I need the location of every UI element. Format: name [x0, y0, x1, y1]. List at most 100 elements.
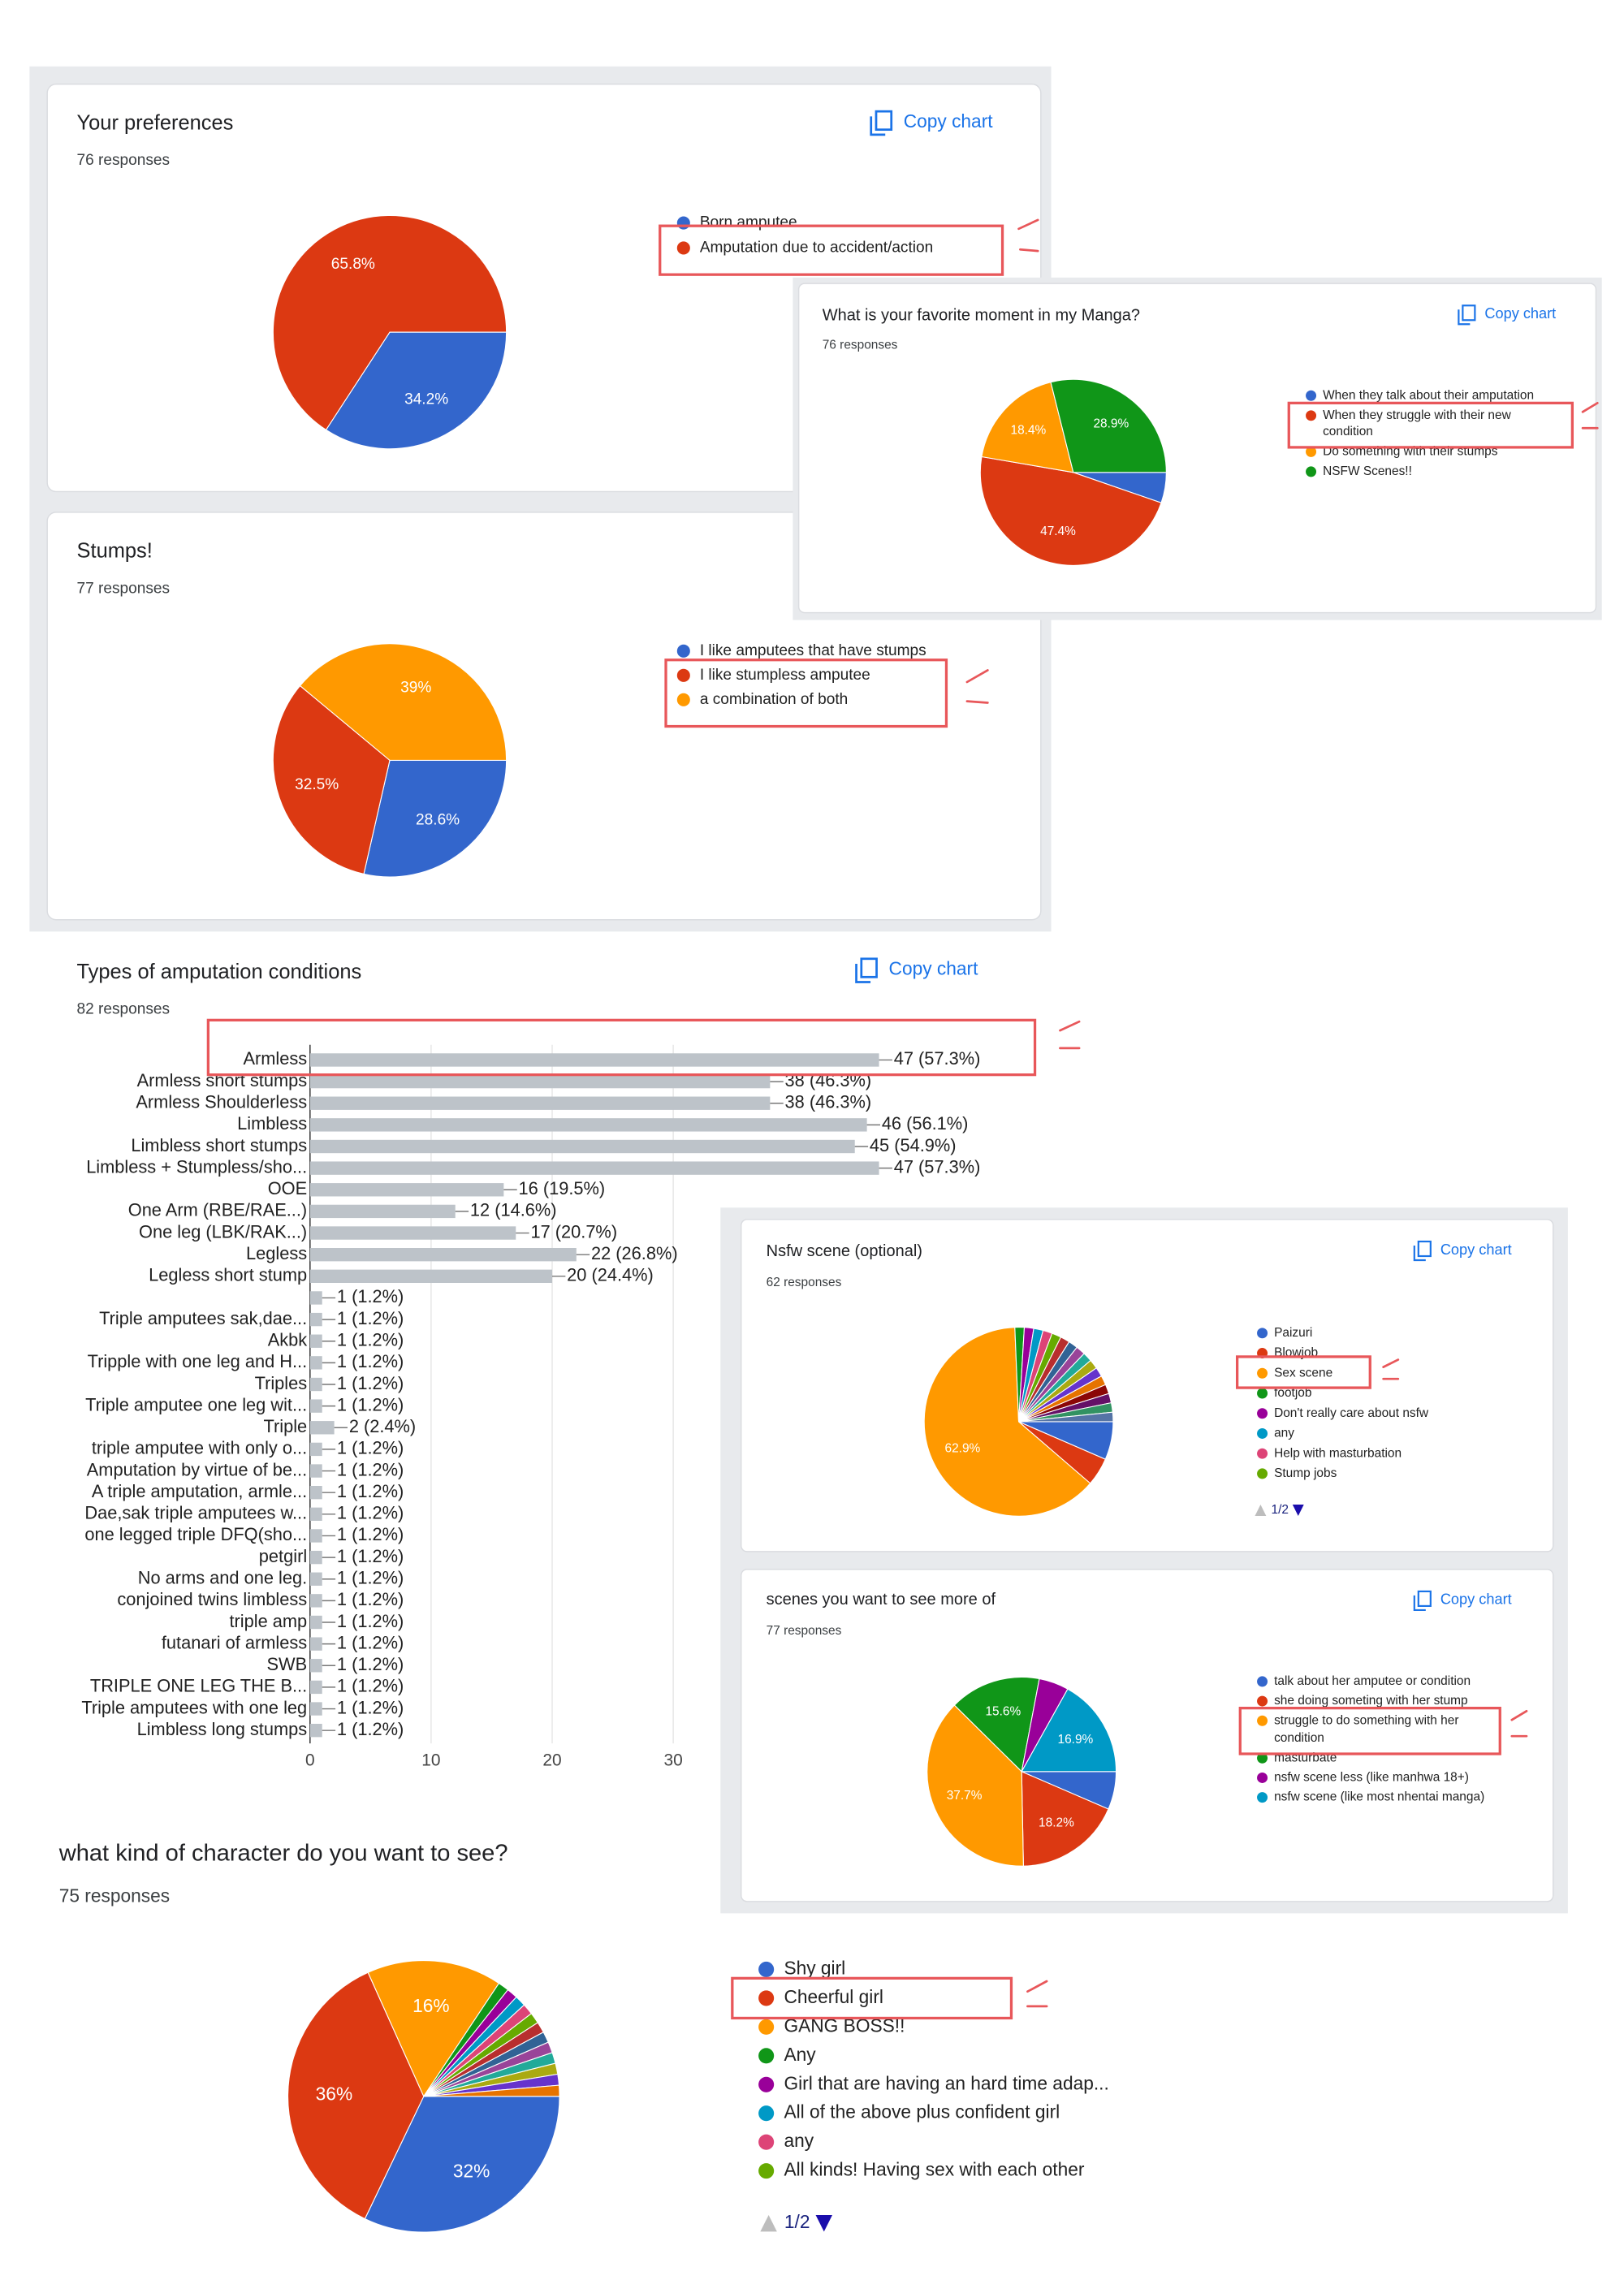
- copy-chart-button[interactable]: Copy chart: [1413, 1590, 1512, 1612]
- pager-next[interactable]: [1292, 1505, 1304, 1516]
- highlight-box: [206, 1018, 1037, 1077]
- copy-icon: [855, 964, 871, 983]
- legend-swatch: [758, 2076, 775, 2092]
- slice-label: 18.4%: [1010, 423, 1046, 437]
- legend-swatch: [1306, 446, 1317, 457]
- bar: [309, 1442, 322, 1457]
- x-tick-label: 30: [663, 1751, 682, 1770]
- chart-title: Stumps!: [77, 540, 153, 563]
- copy-chart-button[interactable]: Copy chart: [1413, 1240, 1512, 1262]
- copy-chart-label[interactable]: Copy chart: [904, 110, 994, 132]
- pie-slice: [272, 214, 508, 431]
- category-label: Tripple with one leg and H...: [88, 1351, 308, 1371]
- bar: [309, 1291, 322, 1305]
- category-label: Triple: [263, 1416, 307, 1436]
- pager-prev[interactable]: [1255, 1505, 1267, 1516]
- slice-label: 28.9%: [1093, 417, 1129, 430]
- copy-icon: [1417, 1590, 1432, 1607]
- copy-chart-label[interactable]: Copy chart: [1440, 1242, 1512, 1258]
- copy-chart-button[interactable]: Copy chart: [1458, 304, 1556, 326]
- x-tick-label: 20: [542, 1751, 561, 1770]
- category-label: Limbless + Stumpless/sho...: [86, 1156, 307, 1177]
- value-label: 1 (1.2%): [337, 1394, 404, 1414]
- pie-slice: [953, 1676, 1040, 1773]
- chart-group: What is your favorite moment in my Manga…: [823, 304, 1556, 566]
- value-label: 1 (1.2%): [337, 1567, 404, 1587]
- value-label: 38 (46.3%): [785, 1091, 872, 1112]
- bar: [309, 1615, 322, 1630]
- copy-chart-label[interactable]: Copy chart: [889, 958, 979, 979]
- category-label: Dae,sak triple amputees w...: [84, 1503, 307, 1523]
- category-label: Triple amputee one leg wit...: [85, 1394, 307, 1414]
- category-label: SWB: [267, 1654, 308, 1674]
- copy-icon: [1417, 1240, 1432, 1258]
- legend-swatch: [758, 1961, 775, 1977]
- highlight-mark: [965, 669, 989, 704]
- chart-title: Nsfw scene (optional): [767, 1242, 922, 1260]
- copy-chart-button[interactable]: Copy chart: [870, 110, 994, 136]
- slice-label: 47.4%: [1040, 525, 1076, 538]
- legend-swatch: [1257, 1468, 1268, 1479]
- category-label: triple amputee with only o...: [92, 1438, 307, 1458]
- legend-label: I like stumpless amputee: [700, 667, 870, 684]
- highlight-box: [731, 1976, 1013, 2020]
- highlight-mark: [1017, 218, 1039, 253]
- value-label: 1 (1.2%): [337, 1719, 404, 1739]
- pie-slice: [1021, 1770, 1109, 1867]
- pie-slice: [364, 2096, 560, 2233]
- copy-chart-label[interactable]: Copy chart: [1440, 1591, 1512, 1608]
- legend-label: Sex scene: [1274, 1366, 1332, 1380]
- bar: [309, 1139, 855, 1154]
- value-label: 38 (46.3%): [785, 1070, 872, 1090]
- bar: [309, 1550, 322, 1565]
- category-label: one legged triple DFQ(sho...: [84, 1524, 307, 1544]
- value-label: 16 (19.5%): [519, 1178, 606, 1198]
- value-label: 20 (24.4%): [567, 1265, 654, 1285]
- pie-slice: [979, 456, 1162, 566]
- highlights: [731, 1976, 1048, 2020]
- value-label: 1 (1.2%): [337, 1438, 404, 1458]
- copy-chart-button[interactable]: Copy chart: [855, 957, 979, 983]
- value-label: 12 (14.6%): [470, 1200, 557, 1220]
- category-label: Akbk: [268, 1329, 308, 1349]
- slice-label: 18.2%: [1039, 1816, 1074, 1830]
- legend-swatch: [676, 644, 690, 658]
- pie-slice: [299, 643, 508, 761]
- category-label: Legless: [246, 1243, 307, 1263]
- category-label: Triple amputees with one leg: [81, 1697, 307, 1717]
- chart-title: Your preferences: [77, 111, 234, 134]
- legend-swatch: [676, 668, 690, 682]
- legend-label: Help with masturbation: [1274, 1446, 1402, 1460]
- bar: [309, 1312, 322, 1327]
- highlight-mark: [1382, 1358, 1400, 1380]
- value-label: 1 (1.2%): [337, 1308, 404, 1328]
- slice-label: 37.7%: [947, 1789, 983, 1803]
- slice-label: 16.9%: [1058, 1733, 1094, 1747]
- bar: [309, 1183, 504, 1197]
- value-label: 1 (1.2%): [337, 1546, 404, 1566]
- pager-prev[interactable]: [760, 2214, 777, 2232]
- legend-label: Stump jobs: [1274, 1466, 1337, 1480]
- pager-next[interactable]: [815, 2214, 832, 2232]
- category-label: Limbless long stumps: [137, 1719, 308, 1739]
- value-label: 1 (1.2%): [337, 1676, 404, 1696]
- card: [741, 1569, 1554, 1902]
- copy-icon: [1413, 1246, 1426, 1262]
- chart-group: scenes you want to see more of 77 respons…: [767, 1590, 1512, 1867]
- value-label: 1 (1.2%): [337, 1654, 404, 1674]
- value-label: 1 (1.2%): [337, 1632, 404, 1652]
- category-label: petgirl: [259, 1546, 307, 1566]
- pager-label: 1/2: [784, 2211, 810, 2232]
- legend-swatch: [758, 2019, 775, 2035]
- legend-label: footjob: [1274, 1386, 1311, 1400]
- legend-swatch: [1257, 1328, 1268, 1339]
- legend-swatch: [676, 241, 690, 255]
- legend-swatch: [676, 693, 690, 706]
- category-label: OOE: [268, 1178, 307, 1198]
- legend-label: When they talk about their amputation: [1323, 388, 1534, 402]
- copy-chart-label[interactable]: Copy chart: [1484, 305, 1556, 322]
- legend-swatch: [1257, 1715, 1268, 1726]
- highlight-box: [1238, 1707, 1501, 1755]
- category-label: Armless: [243, 1048, 307, 1069]
- response-count: 75 responses: [59, 1885, 170, 1906]
